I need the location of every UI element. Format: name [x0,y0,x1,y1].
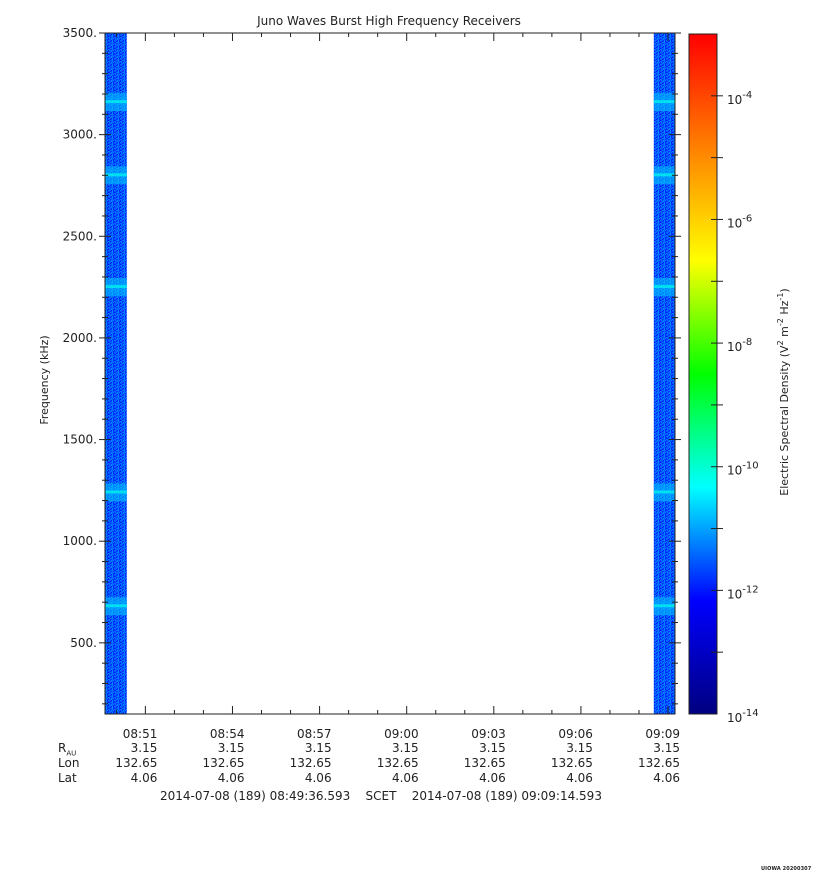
start-time: 2014-07-08 (189) 08:49:36.593 [160,789,351,803]
ephemeris-value: 3.15 [653,741,681,755]
x-tick-label: 09:06 [558,727,593,741]
ephemeris-row-label: Lon [58,756,80,770]
colorbar-tick-label: 10-4 [727,90,752,107]
ephemeris-row: RAU 3.15 3.15 3.15 3.15 3.15 3.15 3.15 [0,741,700,757]
enhanced-band-line [653,604,675,608]
enhanced-band-line [105,604,127,608]
ephemeris-value: 3.15 [217,741,245,755]
ephemeris-value: 4.06 [130,771,158,785]
y-tick-label: 3000. [63,128,97,142]
enhanced-band-line [105,490,127,494]
chart-title: Juno Waves Burst High Frequency Receiver… [256,14,521,28]
colorbar-tick-label: 10-12 [727,584,759,601]
colorbar-tick-label: 10-14 [727,708,759,725]
ephemeris-value: 132.65 [115,756,158,770]
ephemeris-value: 3.15 [391,741,419,755]
ephemeris-value: 132.65 [376,756,419,770]
ephemeris-row-label: Lat [58,771,77,785]
colorbar-tick-label: 10-10 [727,461,759,478]
colorbar-gradient [688,33,718,715]
colorbar: 10-4 10-6 10-8 10-10 10-12 10-14 [688,33,759,725]
ephemeris-value: 3.15 [130,741,158,755]
x-tick-label: 09:03 [471,727,506,741]
data-segment [105,33,127,714]
ephemeris-value: 4.06 [304,771,332,785]
ephemeris-value: 132.65 [202,756,245,770]
enhanced-band-line [653,173,675,177]
ephemeris-row: Lon 132.65 132.65 132.65 132.65 132.65 132.65 1… [0,756,700,772]
y-tick-label: 1000. [63,534,97,548]
colorbar-tick-label: 10-6 [727,213,752,230]
end-time: 2014-07-08 (189) 09:09:14.593 [411,789,602,803]
colorbar-label: Electric Spectral Density (V2 m-2 Hz-1) [776,288,791,495]
plot-frame [104,32,676,715]
enhanced-band-line [105,173,127,177]
y-tick-label: 3500. [63,26,97,40]
enhanced-band-line [105,100,127,104]
enhanced-band-line [653,285,675,289]
ephemeris-value: 4.06 [479,771,506,785]
x-tick-label: 08:51 [123,727,158,741]
ephemeris-value: 3.15 [304,741,332,755]
data-segment [653,33,675,714]
plot-background [105,33,675,714]
ephemeris-row-label: RAU [58,741,77,758]
x-tick-label: 09:00 [384,727,419,741]
y-tick-label: 2500. [63,229,97,243]
enhanced-band-line [653,490,675,494]
ephemeris-row: Lat 4.06 4.06 4.06 4.06 4.06 4.06 4.06 [0,771,700,787]
ephemeris-value: 132.65 [550,756,593,770]
ephemeris-value: 132.65 [638,756,681,770]
y-axis-label: Frequency (kHz) [38,335,51,424]
colorbar-tick-label: 10-8 [727,337,752,354]
ephemeris-value: 4.06 [217,771,245,785]
ephemeris-value: 3.15 [566,741,593,755]
enhanced-band-line [653,100,675,104]
time-range-label: 2014-07-08 (189) 08:49:36.593 SCET 2014-… [160,789,602,803]
ephemeris-value: 4.06 [391,771,419,785]
ephemeris-row-label-subscript: AU [66,749,77,758]
footnote-stamp: UIOWA 20200307 [761,866,812,872]
x-tick-label: 08:54 [210,727,245,741]
y-tick-label: 2000. [63,331,97,345]
x-tick-label: 08:57 [297,727,332,741]
spectrogram-plot-area: 3500. 3000. 2500. 2000. 1500. 1000. 500. 08:51 0… [63,26,681,741]
x-tick-label: 09:09 [645,727,680,741]
scet-label: SCET [365,789,397,803]
ephemeris-value: 132.65 [289,756,332,770]
ephemeris-value: 3.15 [479,741,506,755]
y-tick-label: 1500. [63,433,97,447]
ephemeris-value: 4.06 [566,771,593,785]
y-tick-label: 500. [70,636,97,650]
enhanced-band-line [105,285,127,289]
ephemeris-value: 4.06 [653,771,681,785]
ephemeris-value: 132.65 [463,756,506,770]
